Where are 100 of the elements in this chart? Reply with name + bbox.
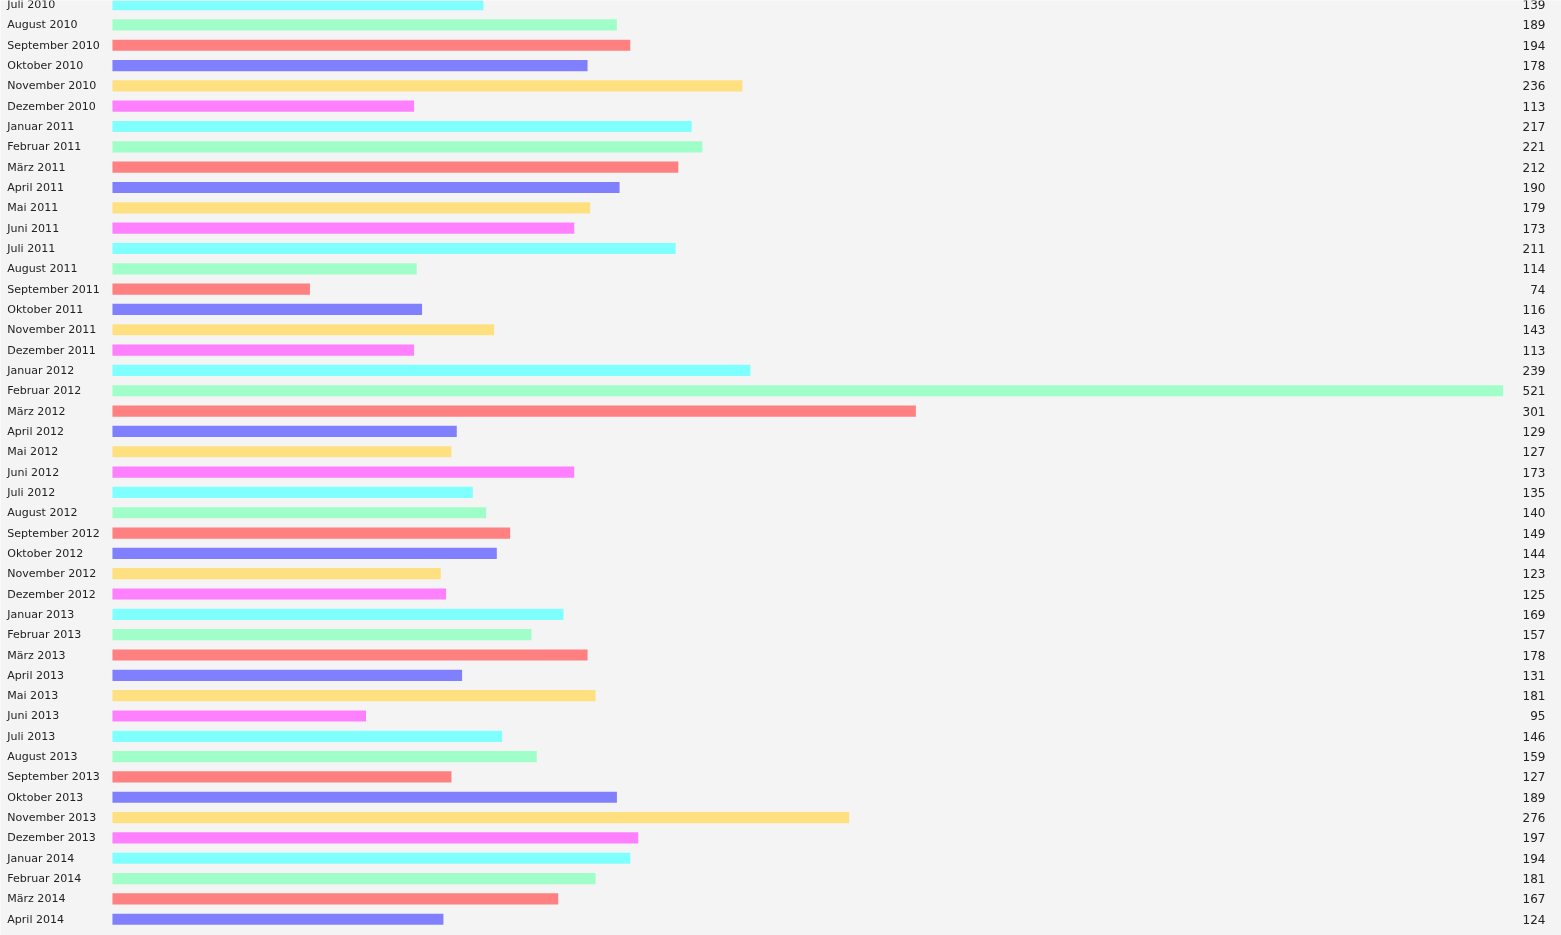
data-label: 173 — [1522, 465, 1546, 480]
y-tick-label: Dezember 2011 — [7, 343, 96, 357]
y-tick-label: September 2012 — [7, 526, 100, 540]
data-label: 181 — [1522, 689, 1546, 704]
y-tick-label: Juni 2013 — [6, 709, 60, 723]
bar — [112, 791, 617, 803]
bar — [112, 242, 676, 255]
data-label: 135 — [1522, 485, 1546, 500]
bar — [112, 59, 588, 72]
data-label: 159 — [1522, 750, 1546, 765]
bar — [112, 588, 447, 600]
bar — [112, 141, 703, 153]
y-tick-label: Dezember 2013 — [7, 831, 96, 845]
y-tick-label: März 2011 — [7, 160, 66, 174]
data-label: 189 — [1522, 790, 1546, 805]
y-tick-label: Juli 2010 — [6, 0, 56, 12]
y-tick-label: Oktober 2011 — [7, 302, 84, 316]
bar — [112, 0, 484, 11]
data-label: 146 — [1522, 729, 1546, 744]
bar — [112, 629, 532, 641]
y-tick-label: April 2012 — [7, 424, 65, 438]
bar — [112, 710, 367, 722]
bar — [112, 608, 564, 620]
bar — [112, 405, 916, 417]
data-label: 131 — [1522, 668, 1546, 683]
data-label: 125 — [1522, 587, 1546, 602]
y-tick-label: Januar 2011 — [6, 120, 75, 134]
data-label: 197 — [1522, 831, 1546, 846]
data-label: 181 — [1522, 872, 1546, 887]
data-label: 276 — [1522, 811, 1546, 826]
data-label: 236 — [1522, 79, 1546, 94]
y-tick-label: August 2010 — [7, 18, 78, 32]
bar — [112, 486, 473, 498]
data-label: 190 — [1522, 181, 1546, 195]
y-tick-label: Januar 2013 — [6, 607, 75, 621]
data-label: 114 — [1522, 262, 1546, 277]
bar — [112, 852, 631, 864]
y-tick-label: April 2011 — [7, 181, 65, 194]
bar — [112, 751, 537, 763]
y-tick-label: Juli 2012 — [6, 485, 56, 499]
y-tick-label: Februar 2011 — [7, 140, 82, 154]
bar — [112, 466, 575, 478]
data-label: 74 — [1530, 282, 1546, 297]
bar — [112, 873, 596, 885]
bar — [112, 222, 575, 234]
y-tick-label: September 2011 — [7, 282, 100, 296]
bar — [112, 324, 495, 336]
y-tick-label: Januar 2012 — [6, 363, 75, 377]
data-label: 179 — [1522, 201, 1546, 216]
data-label: 169 — [1522, 607, 1546, 622]
bar — [112, 385, 1504, 397]
y-tick-label: November 2010 — [7, 79, 97, 93]
data-label: 116 — [1522, 302, 1546, 317]
bar — [112, 527, 511, 539]
data-label: 194 — [1522, 38, 1546, 53]
data-label: 124 — [1522, 912, 1546, 927]
bar — [112, 669, 463, 681]
data-label: 301 — [1522, 404, 1546, 419]
y-tick-label: Dezember 2010 — [7, 99, 96, 113]
y-tick-label: Oktober 2010 — [7, 59, 84, 73]
bar — [112, 39, 631, 51]
data-label: 167 — [1522, 892, 1546, 907]
data-label: 95 — [1530, 709, 1546, 724]
y-tick-label: September 2010 — [7, 38, 100, 52]
y-tick-label: Juli 2013 — [6, 729, 56, 743]
y-tick-label: April 2014 — [7, 912, 65, 926]
y-tick-label: November 2011 — [7, 323, 97, 337]
data-label: 211 — [1522, 241, 1546, 256]
data-label: 212 — [1522, 160, 1546, 175]
y-tick-label: Mai 2012 — [7, 445, 59, 459]
data-label: 178 — [1522, 648, 1546, 663]
data-label: 178 — [1522, 59, 1546, 74]
bar — [112, 893, 559, 905]
y-tick-label: September 2013 — [7, 770, 100, 784]
data-label: 140 — [1522, 506, 1546, 521]
bar — [112, 730, 503, 742]
data-label: 149 — [1522, 526, 1546, 541]
data-label: 221 — [1522, 140, 1546, 155]
y-tick-label: Mai 2011 — [7, 201, 59, 215]
y-tick-label: Februar 2012 — [7, 384, 82, 398]
y-tick-label: März 2014 — [7, 892, 66, 906]
y-tick-label: Mai 2013 — [7, 689, 59, 703]
y-tick-label: Juli 2011 — [6, 241, 56, 255]
bar — [112, 181, 620, 194]
data-label: 127 — [1522, 445, 1546, 460]
data-label: 144 — [1522, 546, 1546, 561]
bar — [112, 202, 591, 214]
data-label: 113 — [1522, 99, 1546, 114]
data-label: 173 — [1522, 221, 1546, 236]
y-tick-label: März 2013 — [7, 648, 66, 662]
bar — [112, 690, 596, 702]
data-label: 123 — [1522, 567, 1546, 582]
y-tick-label: Juni 2012 — [6, 465, 60, 479]
data-label: 139 — [1522, 0, 1546, 13]
data-label: 143 — [1522, 323, 1546, 338]
bar — [112, 547, 497, 559]
bar — [112, 832, 639, 844]
bar — [112, 446, 452, 458]
bar — [112, 80, 743, 92]
bar — [112, 649, 588, 661]
